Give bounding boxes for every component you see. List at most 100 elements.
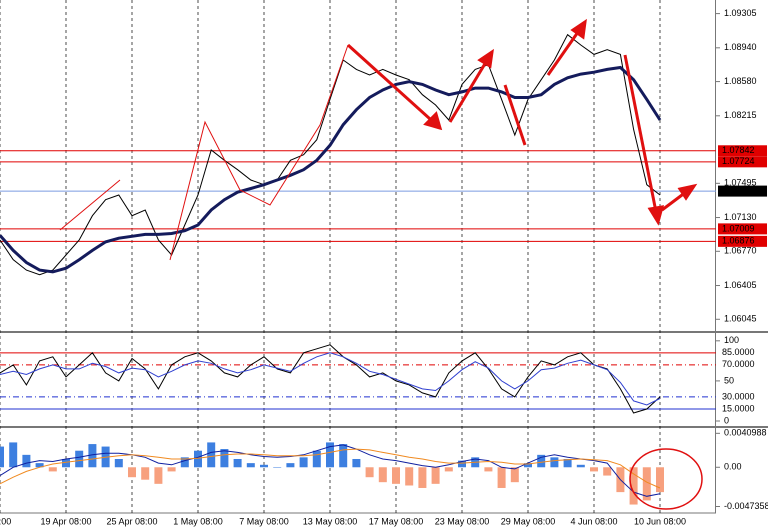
- arrow-head: [647, 205, 665, 226]
- histogram-bar: [497, 467, 506, 488]
- series-line: [0, 444, 661, 497]
- histogram-bar: [629, 467, 638, 505]
- arrow: [346, 43, 442, 130]
- level-label-box: [718, 391, 767, 403]
- histogram-bar: [167, 467, 176, 472]
- series-line: [0, 448, 661, 489]
- histogram-bar: [154, 467, 163, 484]
- arrow-head: [677, 183, 698, 201]
- arrow-head: [477, 48, 494, 69]
- histogram-bar: [180, 457, 189, 468]
- level-label: 85.0000: [722, 347, 755, 357]
- level-label: 1.07842: [722, 145, 755, 155]
- y-tick-label: 1.06045: [724, 314, 757, 324]
- x-tick-label: 25 Apr 08:00: [106, 516, 157, 526]
- x-tick-label: 10 Jun 08:00: [634, 516, 686, 526]
- histogram-bar: [62, 458, 70, 468]
- histogram-bar: [312, 450, 321, 468]
- histogram-bar: [510, 467, 519, 483]
- histogram-bar: [141, 467, 150, 480]
- y-tick-label: 0: [724, 415, 729, 425]
- series-line: [0, 33, 661, 276]
- histogram-bar: [75, 450, 84, 468]
- x-tick-label: 17 May 08:00: [369, 516, 424, 526]
- annotations: [59, 18, 703, 510]
- histogram-bar: [260, 464, 268, 468]
- histogram-bar: [444, 467, 453, 472]
- y-tick-label: 100: [724, 335, 739, 345]
- histogram-bar: [418, 467, 427, 488]
- histogram-bar: [233, 458, 242, 468]
- level-label-box: [718, 223, 767, 235]
- series-line: [0, 352, 661, 406]
- level-label: 1.06876: [722, 236, 755, 246]
- histogram-bar: [194, 450, 202, 468]
- histogram-bar: [114, 458, 123, 468]
- histogram-bar: [22, 454, 31, 468]
- x-tick-label: 19 Apr 08:00: [40, 516, 91, 526]
- histogram-bar: [392, 467, 400, 484]
- histogram-bar: [365, 467, 374, 478]
- y-tick-label: 0.00: [724, 462, 742, 472]
- histogram-bar: [299, 457, 308, 468]
- x-tick-label: 08:00: [0, 516, 11, 526]
- histogram-bar: [352, 458, 361, 468]
- y-tick-label: 1.07495: [724, 178, 757, 188]
- series-line: [0, 344, 661, 414]
- histogram-bar: [484, 467, 493, 472]
- y-tick-label: 1.08580: [724, 76, 757, 86]
- y-tick-label: 1.06405: [724, 280, 757, 290]
- series-line: [0, 65, 662, 274]
- level-label-box: [718, 235, 767, 247]
- histogram-bar: [550, 457, 559, 468]
- histogram-bar: [590, 467, 598, 472]
- histogram-bar: [88, 444, 97, 468]
- x-tick-label: 29 May 08:00: [501, 516, 556, 526]
- arrow-head: [570, 18, 587, 40]
- histogram-bar: [220, 449, 229, 468]
- histogram-bar: [642, 467, 651, 501]
- y-tick-label: 1.08940: [724, 42, 757, 52]
- histogram-bar: [9, 442, 18, 468]
- y-tick-label: 1.08215: [724, 110, 757, 120]
- level-label-box: [718, 403, 767, 415]
- level-label: 1.07724: [722, 156, 755, 166]
- histogram-bar: [207, 442, 216, 468]
- arrow: [623, 54, 660, 223]
- x-tick-label: 23 May 08:00: [435, 516, 490, 526]
- x-tick-label: 13 May 08:00: [303, 516, 358, 526]
- histogram-bar: [128, 467, 136, 478]
- y-tick-label: 50: [724, 375, 734, 385]
- histogram-bar: [273, 467, 282, 468]
- y-tick-label: 1.07130: [724, 212, 757, 222]
- histogram-bar: [339, 444, 348, 468]
- histogram-bar: [405, 467, 414, 486]
- level-label-box: [718, 359, 767, 371]
- zigzag: [169, 44, 349, 261]
- y-tick-label: 1.06770: [724, 246, 757, 256]
- histogram-bar: [603, 467, 612, 476]
- x-tick-label: 7 May 08:00: [239, 516, 289, 526]
- histogram-bar: [458, 460, 466, 468]
- histogram-bar: [537, 454, 546, 468]
- level-label-box: [718, 185, 767, 197]
- histogram-bar: [576, 464, 585, 468]
- histogram-bar: [0, 446, 4, 468]
- histogram-bar: [378, 467, 387, 483]
- level-label: 30.0000: [722, 391, 755, 401]
- histogram-bar: [656, 467, 664, 493]
- arrow-head: [423, 111, 443, 131]
- histogram-bar: [524, 463, 532, 468]
- level-label: 1.07412: [722, 185, 755, 195]
- histogram-bar: [35, 463, 44, 468]
- level-label: 1.07009: [722, 223, 755, 233]
- x-tick-label: 1 May 08:00: [173, 516, 223, 526]
- level-label-box: [718, 145, 767, 157]
- highlight-circle: [629, 448, 703, 510]
- histogram-bar: [563, 458, 572, 468]
- histogram-bar: [286, 463, 295, 468]
- histogram-bar: [431, 467, 440, 484]
- y-tick-label: 0.0040988: [724, 428, 767, 438]
